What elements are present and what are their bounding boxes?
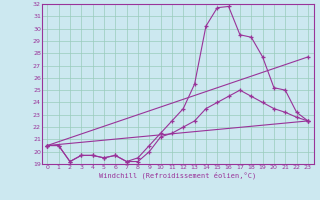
X-axis label: Windchill (Refroidissement éolien,°C): Windchill (Refroidissement éolien,°C) — [99, 171, 256, 179]
